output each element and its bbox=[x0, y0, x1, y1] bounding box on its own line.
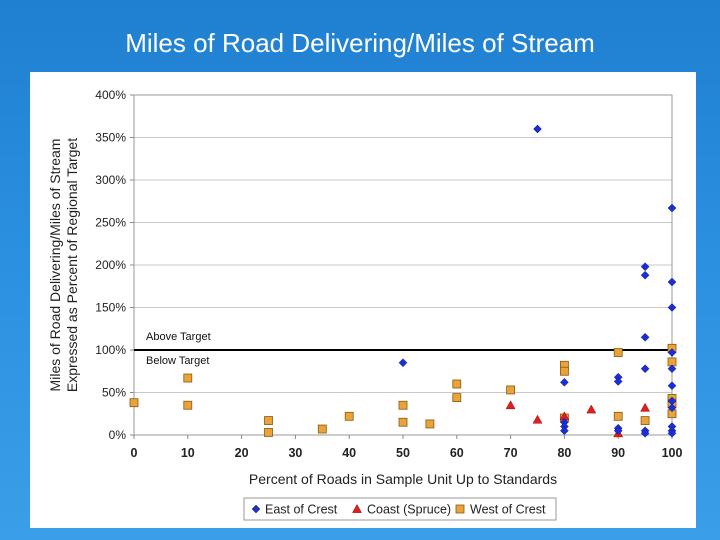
slide-title: Miles of Road Delivering/Miles of Stream bbox=[125, 28, 595, 58]
triangle-point bbox=[586, 404, 597, 414]
square-point bbox=[264, 416, 273, 425]
triangle-point bbox=[532, 414, 543, 424]
legend-box bbox=[243, 497, 557, 521]
square-point bbox=[560, 366, 569, 376]
legend-triangle-swatch bbox=[352, 503, 362, 513]
square-point bbox=[183, 373, 193, 383]
square-point bbox=[452, 393, 462, 403]
legend: East of Crest Coast (Spruce) West of Crest bbox=[243, 497, 557, 521]
reference-line-group: Above Target Below Target bbox=[134, 331, 672, 367]
legend-label: West of Crest bbox=[470, 503, 546, 517]
grid-lines bbox=[134, 94, 672, 436]
triangle-point bbox=[505, 400, 516, 410]
x-tick-label: 10 bbox=[181, 446, 195, 460]
y-tick-label: 150% bbox=[95, 301, 126, 315]
triangle-point bbox=[640, 402, 651, 412]
diamond-point bbox=[667, 364, 677, 374]
x-tick-label: 90 bbox=[611, 446, 625, 460]
diamond-point bbox=[667, 428, 677, 438]
x-tick-label: 100 bbox=[662, 446, 683, 460]
axes bbox=[130, 94, 673, 439]
x-tick-label: 80 bbox=[557, 446, 571, 460]
diamond-point bbox=[640, 332, 650, 342]
axis-labels: 0% 50% 100% 150% 200% 250% 300% 350% 400% 0 10 20 30… bbox=[47, 88, 682, 487]
square-point bbox=[398, 400, 408, 410]
legend-label: East of Crest bbox=[265, 503, 338, 517]
diamond-point bbox=[667, 303, 677, 312]
diamond-point bbox=[560, 426, 569, 436]
above-target-label: Above Target bbox=[146, 331, 211, 343]
x-tick-label: 60 bbox=[450, 446, 464, 460]
diamond-point bbox=[398, 358, 408, 368]
square-point bbox=[398, 417, 408, 427]
square-point bbox=[425, 419, 435, 429]
data-points bbox=[129, 124, 677, 438]
y-tick-label: 250% bbox=[95, 216, 126, 230]
diamond-point bbox=[533, 124, 542, 134]
square-point bbox=[613, 411, 623, 421]
scatter-chart: Above Target Below Target 0% 50% 100% 150% 20… bbox=[47, 88, 682, 521]
diamond-point bbox=[640, 428, 650, 438]
diamond-point bbox=[667, 348, 677, 357]
x-tick-label: 20 bbox=[235, 446, 249, 460]
chart-panel: Above Target Below Target 0% 50% 100% 150% 20… bbox=[30, 72, 696, 528]
x-tick-label: 40 bbox=[342, 446, 356, 460]
square-point bbox=[640, 416, 650, 425]
diamond-point bbox=[640, 270, 650, 280]
y-tick-label: 50% bbox=[102, 386, 126, 400]
y-tick-label: 100% bbox=[95, 343, 126, 357]
x-tick-label: 30 bbox=[288, 446, 302, 460]
x-axis-title: Percent of Roads in Sample Unit Up to St… bbox=[249, 471, 557, 487]
diamond-point bbox=[640, 364, 650, 374]
legend-label: Coast (Spruce) bbox=[367, 503, 451, 517]
y-axis-title-line2: Expressed as Percent of Regional Target bbox=[64, 138, 80, 392]
y-tick-label: 300% bbox=[95, 173, 126, 187]
diamond-point bbox=[667, 403, 677, 413]
square-point bbox=[129, 398, 139, 408]
diamond-point bbox=[613, 377, 623, 386]
diamond-point bbox=[667, 203, 677, 213]
square-point bbox=[506, 385, 516, 395]
x-tick-label: 50 bbox=[396, 446, 410, 460]
x-tick-label: 70 bbox=[504, 446, 518, 460]
x-tick-label: 0 bbox=[131, 446, 138, 460]
square-point bbox=[452, 379, 462, 389]
y-tick-label: 400% bbox=[95, 88, 126, 102]
diamond-point bbox=[640, 262, 650, 272]
y-tick-label: 200% bbox=[95, 258, 126, 272]
legend-diamond-swatch bbox=[251, 504, 261, 514]
diamond-point bbox=[667, 381, 677, 391]
y-tick-label: 350% bbox=[95, 131, 126, 145]
y-axis-title-line1: Miles of Road Delivering/Miles of Stream bbox=[47, 139, 63, 392]
square-point bbox=[183, 400, 193, 410]
square-point bbox=[344, 411, 354, 421]
square-point bbox=[613, 348, 623, 357]
legend-square-swatch bbox=[455, 504, 465, 514]
square-point bbox=[264, 428, 273, 437]
diamond-point bbox=[560, 377, 569, 387]
square-point bbox=[317, 424, 327, 434]
diamond-point bbox=[613, 426, 623, 436]
y-tick-label: 0% bbox=[109, 428, 127, 442]
diamond-point bbox=[667, 277, 677, 287]
below-target-label: Below Target bbox=[146, 355, 209, 367]
